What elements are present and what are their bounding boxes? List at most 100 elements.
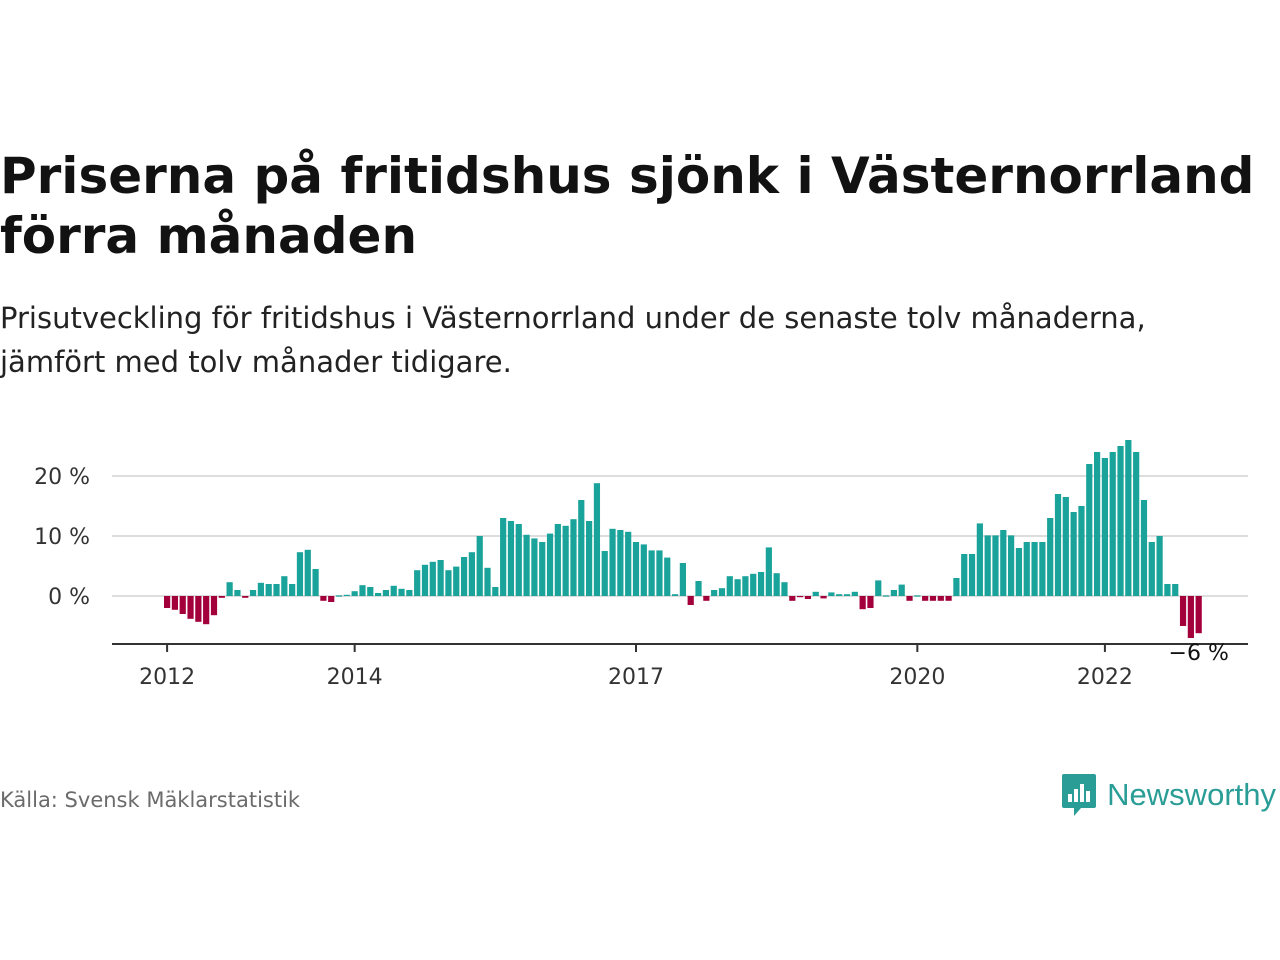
bar xyxy=(945,596,952,601)
last-value-label: −6 % xyxy=(1169,641,1229,666)
bar xyxy=(507,521,515,596)
bar xyxy=(625,531,632,596)
bar xyxy=(875,580,882,596)
bar xyxy=(1125,440,1132,596)
bar xyxy=(1187,596,1194,638)
bar xyxy=(539,542,546,596)
bar xyxy=(828,592,835,596)
bar xyxy=(632,542,640,596)
bar xyxy=(695,581,702,596)
bar xyxy=(1054,494,1062,596)
bar xyxy=(242,596,249,598)
bar xyxy=(1133,452,1140,596)
x-tick-label: 2020 xyxy=(889,665,945,690)
bar xyxy=(656,550,663,596)
bar xyxy=(1164,584,1171,596)
bar xyxy=(375,593,382,596)
bar xyxy=(1008,535,1015,596)
bar xyxy=(304,549,311,596)
bar-series xyxy=(164,440,1202,638)
bar xyxy=(609,528,616,596)
bar xyxy=(312,569,319,596)
bar xyxy=(476,536,483,596)
bar xyxy=(711,590,718,596)
bar xyxy=(640,544,647,596)
axis-labels: 0 % 10 % 20 % 2012 2014 2017 2020 2022 −6 % xyxy=(34,465,1229,690)
bar xyxy=(500,518,507,596)
bar xyxy=(335,595,343,597)
bar xyxy=(820,596,827,599)
bar xyxy=(953,578,960,596)
bar xyxy=(164,596,171,608)
bar xyxy=(859,596,866,610)
bar xyxy=(570,519,577,596)
bar xyxy=(851,591,858,596)
bar xyxy=(664,557,671,596)
bar xyxy=(648,550,655,596)
bar xyxy=(453,566,460,596)
bar xyxy=(1101,458,1108,596)
bar xyxy=(460,557,468,596)
bar xyxy=(765,547,772,596)
bar xyxy=(773,573,780,596)
bar xyxy=(1093,452,1101,596)
bar xyxy=(468,552,475,596)
bar xyxy=(554,524,561,596)
bar xyxy=(203,596,210,625)
bar xyxy=(593,483,601,596)
bar xyxy=(265,584,272,596)
bar xyxy=(742,576,749,596)
bar xyxy=(1086,464,1093,596)
bar xyxy=(937,596,944,601)
y-tick-label: 20 % xyxy=(34,465,90,490)
bar xyxy=(515,524,522,596)
bar xyxy=(195,596,202,622)
bar xyxy=(726,576,733,596)
bar xyxy=(734,579,741,596)
bar xyxy=(1078,506,1085,596)
bar xyxy=(867,596,874,608)
bar xyxy=(984,535,991,596)
bar xyxy=(289,584,296,596)
bar xyxy=(187,596,194,619)
bar xyxy=(171,596,179,610)
bar xyxy=(968,554,976,596)
x-tick-label: 2022 xyxy=(1077,665,1133,690)
bar xyxy=(414,570,421,596)
bar xyxy=(382,590,390,596)
bar xyxy=(398,588,405,596)
source-note: Källa: Svensk Mäklarstatistik xyxy=(0,788,301,812)
bar xyxy=(781,582,788,596)
bar xyxy=(601,551,608,596)
x-axis xyxy=(112,643,1248,652)
bar xyxy=(437,560,444,596)
bar xyxy=(257,582,264,596)
bar xyxy=(445,570,452,596)
bar xyxy=(226,582,233,596)
bar xyxy=(1062,497,1069,596)
bar xyxy=(328,596,335,602)
bar xyxy=(273,584,280,596)
bar xyxy=(671,594,679,596)
bar xyxy=(179,596,186,614)
bar xyxy=(531,538,538,596)
bar xyxy=(234,590,241,596)
bar xyxy=(882,595,890,597)
bar xyxy=(961,554,968,596)
bar xyxy=(1047,518,1054,596)
bar xyxy=(1039,542,1046,596)
bar xyxy=(390,585,397,596)
bar xyxy=(898,584,905,596)
brand-name: Newsworthy xyxy=(1107,777,1276,812)
bar xyxy=(1140,500,1148,596)
y-tick-label: 10 % xyxy=(34,525,90,550)
bar xyxy=(1000,530,1007,596)
bar xyxy=(586,521,593,596)
bar xyxy=(757,572,765,596)
bar xyxy=(687,596,694,605)
bar-chart-speech-bubble-icon xyxy=(1062,774,1097,816)
bar xyxy=(992,535,999,596)
bar xyxy=(914,595,921,597)
bar xyxy=(906,596,913,601)
bar xyxy=(1015,548,1023,596)
